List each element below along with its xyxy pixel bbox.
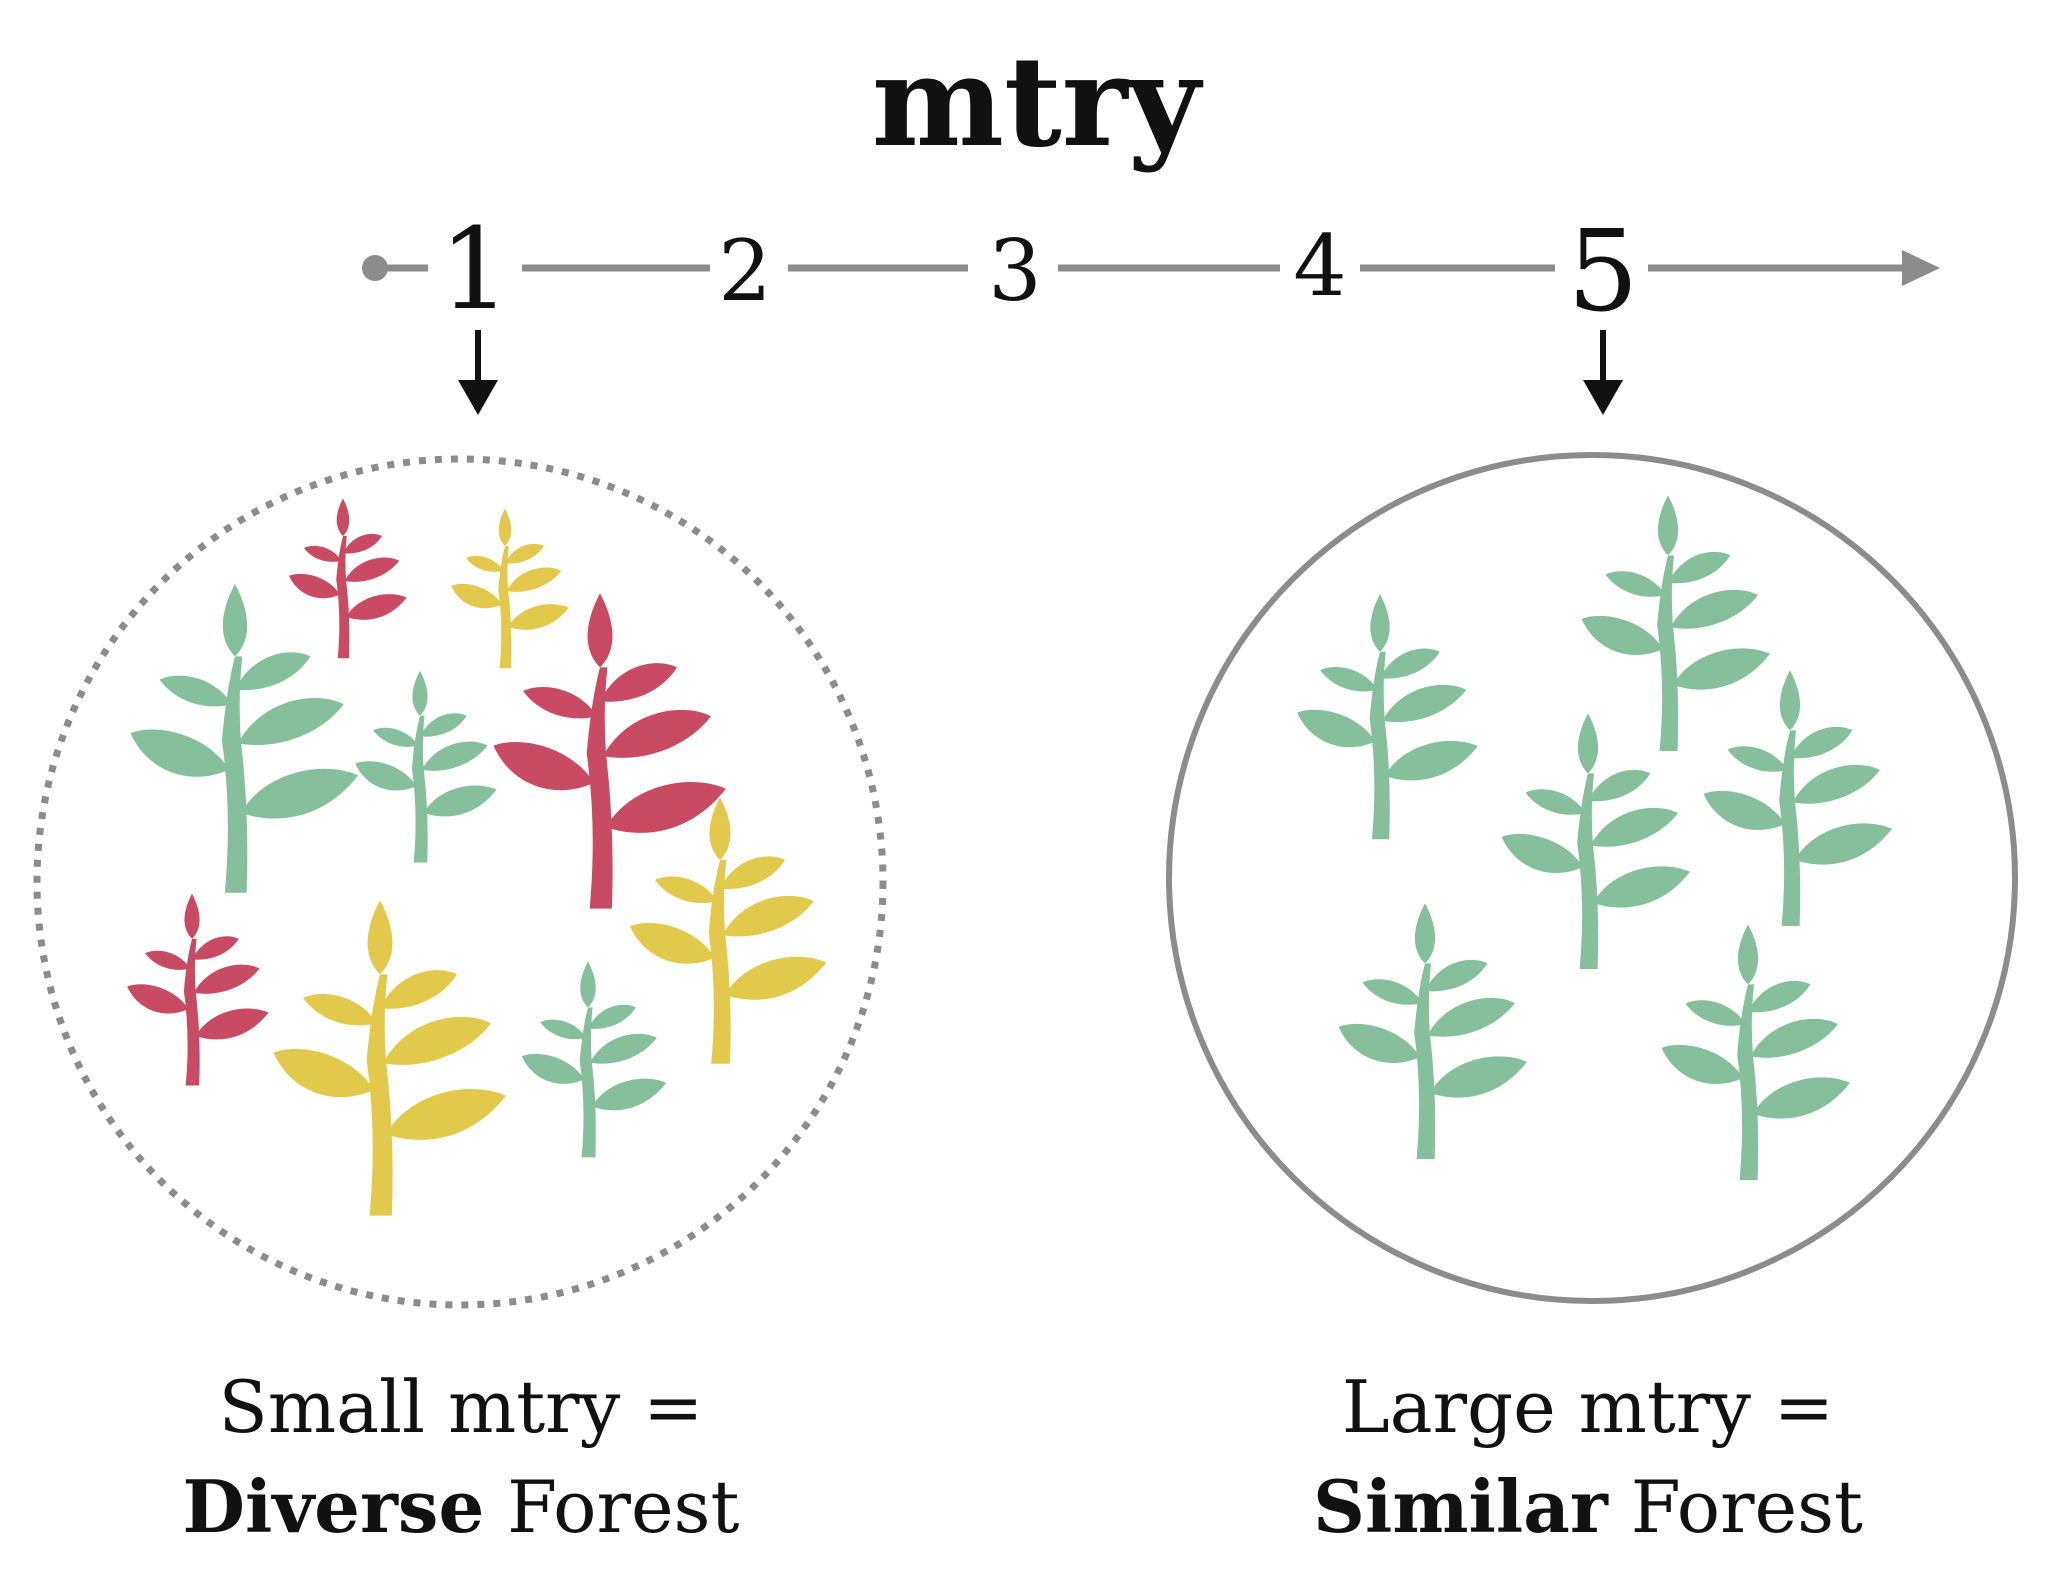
plant-icon	[1338, 903, 1527, 1159]
left-caption-rest: Forest	[484, 1465, 739, 1549]
plant-icon	[630, 797, 827, 1064]
diverse-forest	[127, 498, 827, 1216]
scale-arrowhead-icon	[1902, 250, 1940, 286]
plant-icon	[1661, 924, 1850, 1180]
left-caption-bold: Diverse	[183, 1464, 485, 1549]
right-caption-bold: Similar	[1313, 1464, 1609, 1549]
scale-value-4: 4	[1293, 217, 1346, 315]
plant-icon	[1703, 670, 1892, 926]
plant-icon	[493, 593, 726, 909]
plant-icon	[451, 508, 569, 669]
plant-icon	[130, 583, 359, 893]
scale-value-2: 2	[718, 222, 771, 320]
down-arrow-icon	[1583, 330, 1623, 415]
scale-value-3: 3	[988, 222, 1041, 320]
right-caption: Large mtry = Similar Forest	[1313, 1365, 1863, 1549]
down-arrow-icon	[458, 330, 498, 415]
mtry-scale: 1 2 3 4 5	[362, 205, 1940, 337]
plant-icon	[273, 900, 506, 1216]
plant-icon	[127, 893, 269, 1086]
diverse-forest-circle	[33, 455, 887, 1309]
scale-value-1: 1	[439, 205, 510, 335]
diagram-title: mtry	[872, 29, 1204, 175]
similar-forest	[1297, 495, 1892, 1180]
plant-icon	[289, 498, 407, 659]
left-caption-line2: Diverse Forest	[183, 1464, 740, 1549]
left-caption: Small mtry = Diverse Forest	[183, 1365, 740, 1549]
right-caption-rest: Forest	[1608, 1465, 1863, 1549]
plant-icon	[355, 670, 497, 863]
scale-value-5: 5	[1567, 207, 1638, 337]
right-caption-line2: Similar Forest	[1313, 1464, 1863, 1549]
plant-icon	[521, 961, 667, 1158]
left-caption-line1: Small mtry =	[219, 1365, 704, 1449]
right-caption-line1: Large mtry =	[1342, 1365, 1834, 1449]
plant-icon	[1501, 713, 1690, 969]
plant-icon	[1581, 495, 1770, 751]
plant-icon	[1297, 594, 1478, 840]
similar-forest-circle	[1166, 452, 2018, 1304]
